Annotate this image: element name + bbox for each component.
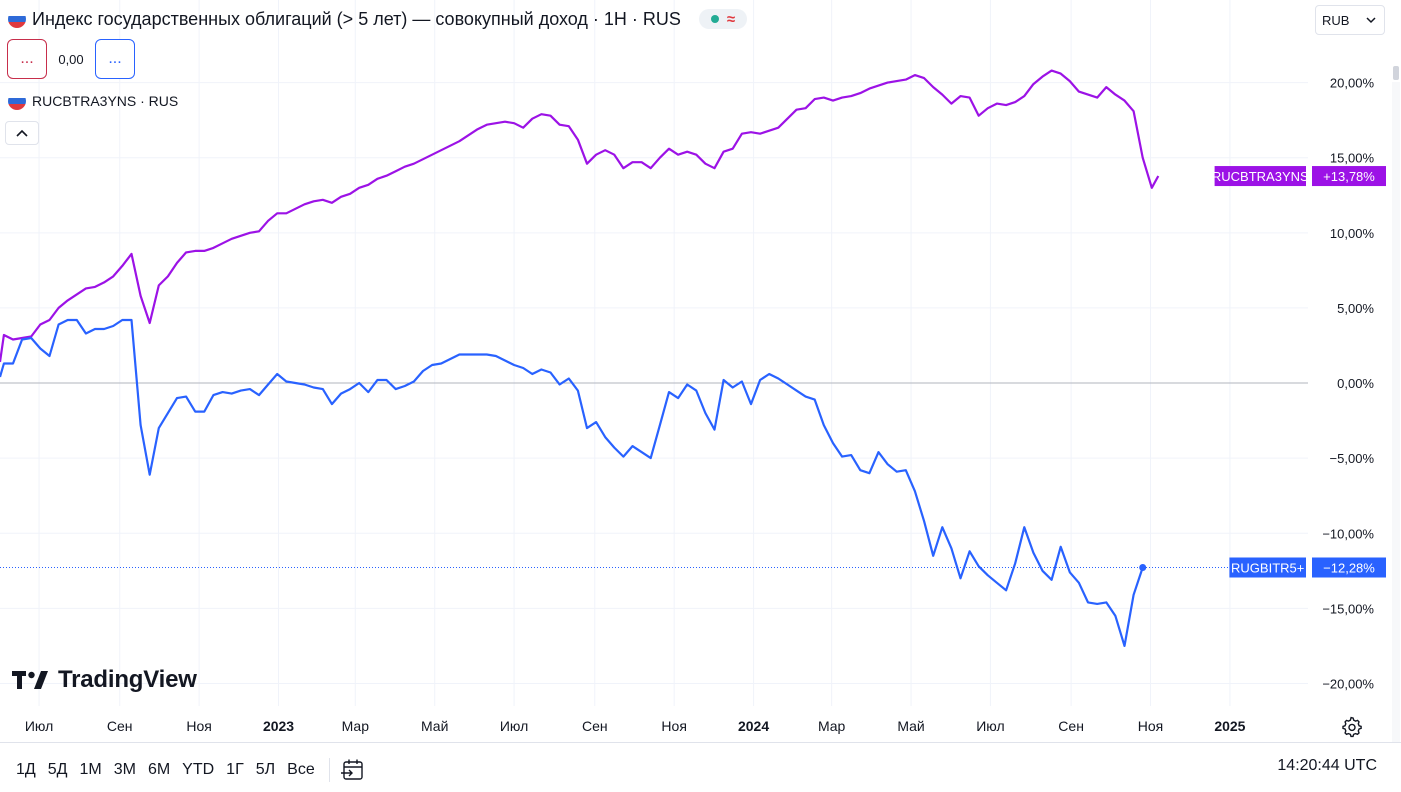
series-value-tag-bg <box>1312 557 1386 578</box>
y-tick-label: −15,00% <box>1322 601 1374 616</box>
symbol-title[interactable]: Индекс государственных облигаций (> 5 ле… <box>32 8 681 29</box>
series-line-0[interactable] <box>0 69 1160 363</box>
tradingview-logo-icon <box>12 671 48 689</box>
range-ytd-button[interactable]: YTD <box>182 761 215 778</box>
sell-button[interactable]: ... <box>7 39 47 79</box>
range-1y-button[interactable]: 1Г <box>226 761 244 778</box>
market-open-dot-icon <box>710 15 719 23</box>
russia-flag-icon <box>8 92 26 110</box>
gear-icon[interactable] <box>1341 716 1363 738</box>
x-tick-label: Май <box>421 718 448 734</box>
range-6m-button[interactable]: 6М <box>147 761 171 778</box>
collapse-legend-button[interactable] <box>5 121 39 145</box>
spread-value: 0,00 <box>58 51 84 67</box>
range-1m-button[interactable]: 1М <box>79 761 102 778</box>
x-tick-label: 2025 <box>1214 718 1245 734</box>
chart-header: Индекс государственных облигаций (> 5 ле… <box>8 6 747 32</box>
y-tick-label: 20,00% <box>1330 76 1375 91</box>
grid <box>0 0 1308 706</box>
price-scale-handle[interactable] <box>1393 66 1399 80</box>
series-value-tag: −12,28% <box>1323 561 1375 576</box>
tradingview-wordmark: TradingView <box>58 666 197 693</box>
x-tick-label: Мар <box>342 718 370 734</box>
series-value-tag-bg <box>1312 166 1386 187</box>
x-tick-label: Сен <box>582 718 608 734</box>
range-5y-button[interactable]: 5Л <box>255 761 276 778</box>
toolbar-divider <box>328 758 330 782</box>
y-tick-label: 0,00% <box>1337 376 1374 391</box>
x-tick-label: Мар <box>818 718 846 734</box>
delayed-data-icon: ≈ <box>726 10 736 28</box>
chevron-down-icon <box>1366 16 1376 23</box>
x-tick-label: Май <box>897 718 924 734</box>
y-tick-label: 5,00% <box>1337 301 1374 316</box>
utc-clock[interactable]: 14:20:44 UTC <box>1277 757 1377 774</box>
y-tick-label: −10,00% <box>1322 526 1374 541</box>
series-name-tag-bg <box>1214 166 1306 187</box>
x-tick-label: Ноя <box>661 718 686 734</box>
x-tick-label: Июл <box>25 718 53 734</box>
price-controls: ... 0,00 ... <box>7 39 135 79</box>
y-tick-label: 15,00% <box>1330 151 1375 166</box>
range-all-button[interactable]: Все <box>287 761 315 778</box>
series-name-tag: RUCBTRA3YNS <box>1212 169 1309 184</box>
x-tick-label: Ноя <box>1138 718 1163 734</box>
chart-canvas[interactable]: 20,00% 15,00% 10,00% 5,00% 0,00% −5,00% −10,00… <box>0 0 1401 742</box>
y-tick-label: 10,00% <box>1330 226 1375 241</box>
series-value-tag: +13,78% <box>1323 169 1375 184</box>
series-name-tag-bg <box>1229 557 1306 578</box>
x-tick-label: Ноя <box>186 718 211 734</box>
y-tick-label: −20,00% <box>1322 676 1374 691</box>
date-range-selector: 1Д 5Д 1М 3М 6М YTD 1Г 5Л Все <box>10 757 366 783</box>
bottom-toolbar: 1Д 5Д 1М 3М 6М YTD 1Г 5Л Все 14:20:44 UT… <box>0 742 1401 792</box>
series-line-1[interactable] <box>0 318 1144 647</box>
compare-symbol-label: RUCBTRA3YNS · RUS <box>32 93 179 109</box>
range-3m-button[interactable]: 3М <box>113 761 136 778</box>
buy-button[interactable]: ... <box>95 39 135 79</box>
tradingview-watermark: TradingView <box>12 666 197 694</box>
x-tick-label: Июл <box>976 718 1004 734</box>
currency-value: RUB <box>1322 12 1350 28</box>
x-tick-label: 2023 <box>263 718 294 734</box>
price-scale-track <box>1392 82 1400 742</box>
last-value-dot <box>1139 564 1147 572</box>
compare-legend[interactable]: RUCBTRA3YNS · RUS <box>8 92 178 110</box>
russia-flag-icon <box>8 10 26 28</box>
x-tick-label: 2024 <box>738 718 769 734</box>
chevron-up-icon <box>16 129 28 137</box>
x-tick-label: Июл <box>500 718 528 734</box>
currency-select[interactable]: RUB <box>1315 5 1385 35</box>
market-status-pill[interactable]: ≈ <box>698 9 747 29</box>
x-tick-label: Сен <box>1058 718 1084 734</box>
series-name-tag: RUGBITR5+ <box>1231 561 1304 576</box>
range-1d-button[interactable]: 1Д <box>16 761 36 778</box>
x-tick-label: Сен <box>107 718 133 734</box>
y-tick-label: −5,00% <box>1330 451 1375 466</box>
range-5d-button[interactable]: 5Д <box>47 761 68 778</box>
go-to-date-calendar-icon[interactable] <box>340 757 366 783</box>
